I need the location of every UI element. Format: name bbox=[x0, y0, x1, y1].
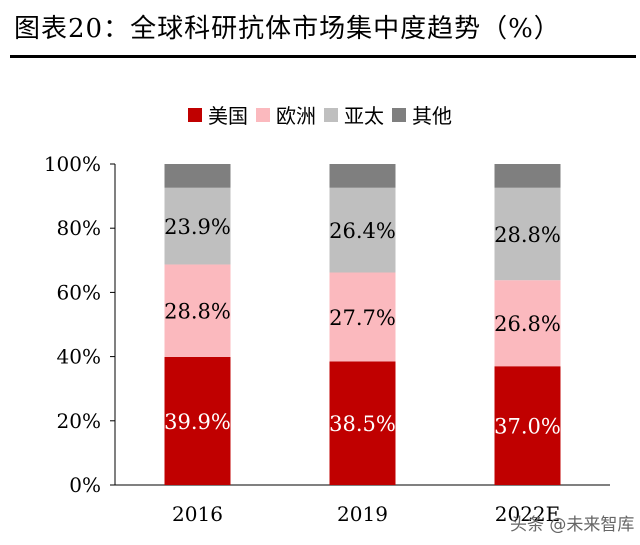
y-tick-label: 80% bbox=[57, 216, 101, 240]
watermark: 头条 @未来智库 bbox=[510, 515, 635, 535]
legend-label: 美国 bbox=[208, 104, 248, 128]
bar-segment bbox=[329, 164, 396, 188]
y-tick-label: 40% bbox=[57, 345, 101, 369]
legend-swatch bbox=[256, 107, 270, 122]
data-label: 37.0% bbox=[494, 415, 561, 439]
legend-item-1: 欧洲 bbox=[256, 100, 316, 129]
legend-item-3: 其他 bbox=[392, 100, 452, 129]
bar-segment bbox=[329, 361, 396, 485]
y-tick-label: 60% bbox=[57, 280, 101, 304]
legend-swatch bbox=[188, 107, 202, 122]
legend-item-0: 美国 bbox=[188, 100, 248, 129]
bar-segment bbox=[164, 356, 231, 485]
legend-swatch bbox=[392, 107, 406, 122]
data-label: 39.9% bbox=[164, 410, 231, 434]
data-label: 38.5% bbox=[329, 412, 396, 436]
bar-segment bbox=[494, 366, 561, 485]
legend-label: 亚太 bbox=[344, 104, 384, 128]
y-tick-label: 100% bbox=[44, 152, 101, 176]
bar-segment bbox=[494, 187, 561, 281]
y-tick-label: 20% bbox=[57, 409, 101, 433]
title-underline bbox=[10, 55, 636, 58]
x-tick-label: 2022E bbox=[495, 502, 561, 526]
legend-label: 欧洲 bbox=[276, 104, 316, 128]
bar-segment bbox=[164, 264, 231, 357]
data-label: 28.8% bbox=[164, 300, 231, 324]
legend: 美国 欧洲 亚太 其他 bbox=[0, 100, 640, 129]
data-label: 23.9% bbox=[164, 215, 231, 239]
legend-label: 其他 bbox=[412, 104, 452, 128]
data-label: 28.8% bbox=[494, 223, 561, 247]
bar-segment bbox=[494, 280, 561, 367]
data-label: 26.8% bbox=[494, 312, 561, 336]
data-label: 26.4% bbox=[329, 219, 396, 243]
x-tick-label: 2019 bbox=[337, 502, 388, 526]
legend-swatch bbox=[324, 107, 338, 122]
legend-item-2: 亚太 bbox=[324, 100, 384, 129]
bar-segment bbox=[329, 187, 396, 273]
data-label: 27.7% bbox=[329, 306, 396, 330]
bar-segment bbox=[164, 164, 231, 188]
chart-title: 图表20：全球科研抗体市场集中度趋势（%） bbox=[14, 14, 561, 44]
x-tick-label: 2016 bbox=[172, 502, 223, 526]
bar-segment bbox=[494, 164, 561, 188]
y-tick-label: 0% bbox=[69, 473, 101, 497]
bar-segment bbox=[329, 272, 396, 362]
bar-segment bbox=[164, 187, 231, 265]
